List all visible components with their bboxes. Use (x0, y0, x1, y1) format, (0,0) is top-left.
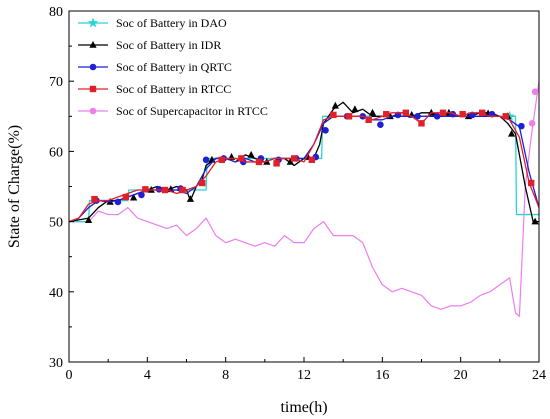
data-point-square (273, 160, 280, 167)
data-point-square (142, 186, 149, 193)
data-point-triangle (331, 101, 339, 109)
data-point-square (89, 85, 97, 93)
legend-item: Soc of Battery in QRTC (78, 60, 232, 74)
legend-label: Soc of Battery in IDR (116, 38, 221, 52)
x-tick-label: 8 (222, 368, 229, 383)
data-point-square (383, 110, 390, 118)
y-tick-label: 50 (49, 216, 63, 231)
y-axis: 30 40 50 60 70 80 (49, 5, 74, 371)
legend-item: Soc of Battery in IDR (78, 38, 221, 52)
data-point-triangle (247, 150, 255, 158)
data-point-square (402, 109, 410, 116)
data-point-triangle (368, 108, 377, 116)
data-point-square (218, 156, 225, 164)
data-point-circle (377, 121, 384, 129)
data-point-square (291, 155, 298, 162)
series-4 (69, 81, 540, 317)
data-point-triangle (89, 41, 97, 48)
data-point-triangle (186, 195, 195, 202)
data-point-circle (89, 107, 97, 115)
y-tick-label: 30 (49, 356, 63, 371)
series-1 (68, 101, 539, 225)
data-point-circle (322, 127, 329, 134)
data-point-square (198, 179, 206, 187)
legend: Soc of Battery in DAO Soc of Battery in I… (78, 16, 268, 118)
data-point-square (122, 193, 129, 201)
data-point-triangle (507, 129, 516, 137)
series-line (69, 115, 539, 223)
series-line (69, 81, 540, 317)
data-point-square (459, 110, 466, 118)
y-tick-label: 80 (49, 5, 63, 20)
data-point-triangle (130, 193, 138, 201)
y-tick-label: 40 (49, 286, 63, 301)
series-2 (68, 110, 540, 223)
data-point-square (330, 111, 337, 119)
data-point-square (479, 109, 486, 116)
x-tick-label: 16 (375, 368, 389, 383)
legend-label: Soc of Battery in DAO (116, 16, 227, 30)
x-axis: 0 4 8 12 16 20 24 (66, 357, 546, 383)
data-point-circle (531, 88, 539, 96)
data-point-square (179, 186, 186, 194)
legend-label: Soc of Battery in RTCC (116, 82, 231, 96)
data-point-circle (202, 156, 210, 164)
y-tick-label: 60 (49, 145, 63, 160)
data-point-star (504, 110, 515, 121)
data-point-triangle (351, 105, 359, 113)
x-tick-label: 20 (454, 368, 468, 383)
legend-item: Soc of Battery in RTCC (78, 82, 231, 96)
data-point-square (527, 179, 535, 187)
data-point-triangle (531, 217, 539, 225)
series-line (68, 115, 540, 223)
data-point-circle (155, 186, 163, 193)
data-point-circle (433, 113, 441, 120)
data-point-square (345, 113, 353, 120)
data-point-square (91, 195, 98, 203)
data-point-square (255, 158, 263, 166)
x-tick-label: 0 (66, 368, 73, 383)
x-tick-label: 12 (297, 368, 311, 383)
data-point-square (161, 186, 169, 194)
x-tick-label: 24 (532, 368, 546, 383)
legend-item: Soc of Battery in DAO (78, 16, 227, 30)
plot-series (68, 81, 540, 317)
data-point-circle (528, 120, 536, 127)
series-3 (68, 109, 540, 223)
data-point-square (418, 120, 425, 127)
y-axis-label: State of Charge(%) (6, 125, 23, 248)
series-line (68, 112, 540, 223)
data-point-triangle (286, 157, 294, 165)
y-tick-label: 70 (49, 75, 63, 90)
data-point-square (502, 113, 509, 120)
data-point-circle (138, 191, 145, 199)
data-point-circle (518, 122, 525, 130)
data-point-circle (89, 63, 97, 71)
data-point-triangle (84, 216, 93, 223)
x-tick-label: 4 (144, 368, 151, 383)
data-point-square (365, 116, 372, 124)
data-point-square (238, 155, 245, 162)
legend-label: Soc of Supercapacitor in RTCC (116, 104, 268, 118)
data-point-square (439, 109, 447, 116)
series-0 (69, 110, 539, 223)
x-axis-label: time(h) (280, 399, 327, 416)
data-point-square (308, 156, 316, 164)
data-point-circle (414, 113, 421, 120)
legend-label: Soc of Battery in QRTC (116, 60, 232, 74)
data-point-star (87, 17, 99, 28)
legend-item: Soc of Supercapacitor in RTCC (78, 104, 268, 118)
data-point-circle (114, 198, 122, 206)
